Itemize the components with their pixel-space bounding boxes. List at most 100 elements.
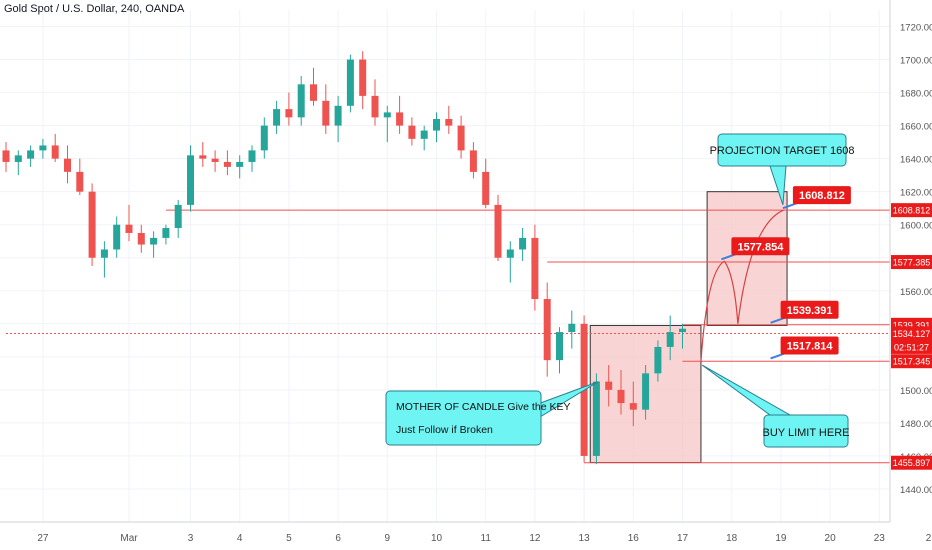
candle-body <box>679 328 686 333</box>
candle-body <box>420 130 428 139</box>
candle-body <box>433 119 440 131</box>
y-tick-label: 1700.000 <box>900 56 932 67</box>
y-tick-label: 1500.000 <box>900 386 932 397</box>
x-tick-label: 6 <box>335 533 341 544</box>
price-callout <box>792 186 851 205</box>
candle-body <box>310 84 317 101</box>
level-price-tag <box>891 455 932 470</box>
level-price-tag-label: 1577.385 <box>893 258 931 268</box>
countdown-tag <box>891 339 932 354</box>
x-tick-label: 2 <box>926 533 932 544</box>
mother-candle-box <box>385 390 542 446</box>
x-tick-label: 18 <box>726 533 738 544</box>
mother-candle-text: MOTHER OF CANDLE Give the KEY <box>396 401 570 413</box>
candle-body <box>113 224 121 250</box>
candle-body <box>248 150 256 162</box>
candle-body <box>556 332 563 361</box>
projection-box <box>706 191 788 326</box>
candle-body <box>617 389 625 404</box>
candle-body <box>654 346 662 374</box>
candle-body <box>531 237 539 300</box>
candle-body <box>371 95 379 118</box>
chart-title: Gold Spot / U.S. Dollar, 240, OANDA <box>4 3 185 15</box>
candle-body <box>187 155 194 205</box>
level-price-tag-label: 1517.345 <box>893 357 931 367</box>
level-price-tag <box>891 354 932 369</box>
candle-body <box>482 171 490 205</box>
candle-body <box>408 125 416 139</box>
candle-body <box>211 158 219 162</box>
y-tick-label: 1600.000 <box>900 221 932 232</box>
candle-body <box>51 145 59 159</box>
candle-body <box>162 228 170 238</box>
candle-body <box>174 204 182 229</box>
candle-body <box>494 204 502 258</box>
candle-body <box>334 105 342 126</box>
x-tick-label: 23 <box>874 533 886 544</box>
x-tick-label: 17 <box>677 533 689 544</box>
candle-body <box>322 100 330 126</box>
price-callout-label: 1608.812 <box>799 190 845 202</box>
candle-body <box>605 381 613 390</box>
candle-body <box>396 112 404 126</box>
y-tick-label: 1480.000 <box>900 419 932 430</box>
x-tick-label: 9 <box>385 533 391 544</box>
buy-limit-box <box>763 414 849 448</box>
candle-body <box>273 109 281 126</box>
candle-body <box>543 299 551 361</box>
y-tick-label: 1440.000 <box>900 485 932 496</box>
buy-limit-text: BUY LIMIT HERE <box>762 427 849 439</box>
projection-target-text: PROJECTION TARGET 1608 <box>710 145 855 157</box>
x-tick-label: Mar <box>120 533 138 544</box>
candle-body <box>642 373 650 410</box>
y-tick-label: 1560.000 <box>900 287 932 298</box>
level-price-tag <box>891 326 932 341</box>
candle-body <box>88 191 96 258</box>
x-tick-label: 16 <box>628 533 640 544</box>
level-price-tag <box>891 255 932 270</box>
price-callout <box>731 237 790 256</box>
level-price-tag-label: 1534.127 <box>893 329 931 339</box>
level-price-tag-label: 1455.897 <box>893 458 931 468</box>
candle-body <box>359 59 367 96</box>
candle-body <box>199 155 207 159</box>
candle-body <box>39 145 47 151</box>
candle-body <box>519 237 527 250</box>
x-tick-label: 12 <box>529 533 541 544</box>
x-tick-label: 27 <box>37 533 49 544</box>
candle-body <box>506 249 514 258</box>
candle-body <box>76 171 84 192</box>
candle-body <box>285 109 293 118</box>
y-tick-label: 1680.000 <box>900 89 932 100</box>
mother-candle-text2: Just Follow if Broken <box>396 424 493 436</box>
level-price-tag <box>891 203 932 218</box>
x-tick-label: 5 <box>286 533 292 544</box>
level-price-tag-label: 1608.812 <box>893 206 931 216</box>
y-tick-label: 1720.000 <box>900 23 932 34</box>
price-callout-label: 1577.854 <box>737 241 784 253</box>
x-tick-label: 20 <box>825 533 837 544</box>
price-callout <box>780 300 839 319</box>
candle-body <box>383 112 391 118</box>
countdown-label: 02:51:27 <box>894 342 929 352</box>
candle-body <box>150 237 158 245</box>
candle-body <box>297 84 305 118</box>
x-tick-label: 10 <box>431 533 443 544</box>
candle-body <box>457 125 465 151</box>
candle-body <box>14 155 22 162</box>
candle-body <box>223 161 231 167</box>
candle-body <box>568 323 576 333</box>
price-callout-label: 1517.814 <box>787 340 834 352</box>
x-tick-label: 3 <box>188 533 194 544</box>
x-tick-label: 13 <box>579 533 591 544</box>
candle-body <box>125 224 133 233</box>
candle-body <box>469 150 477 172</box>
y-tick-label: 1620.000 <box>900 188 932 199</box>
price-callout <box>780 336 839 355</box>
price-callout-label: 1539.391 <box>787 305 833 317</box>
candle-body <box>64 158 71 172</box>
x-tick-label: 19 <box>775 533 787 544</box>
candle-body <box>100 249 108 258</box>
candle-body <box>236 161 244 167</box>
